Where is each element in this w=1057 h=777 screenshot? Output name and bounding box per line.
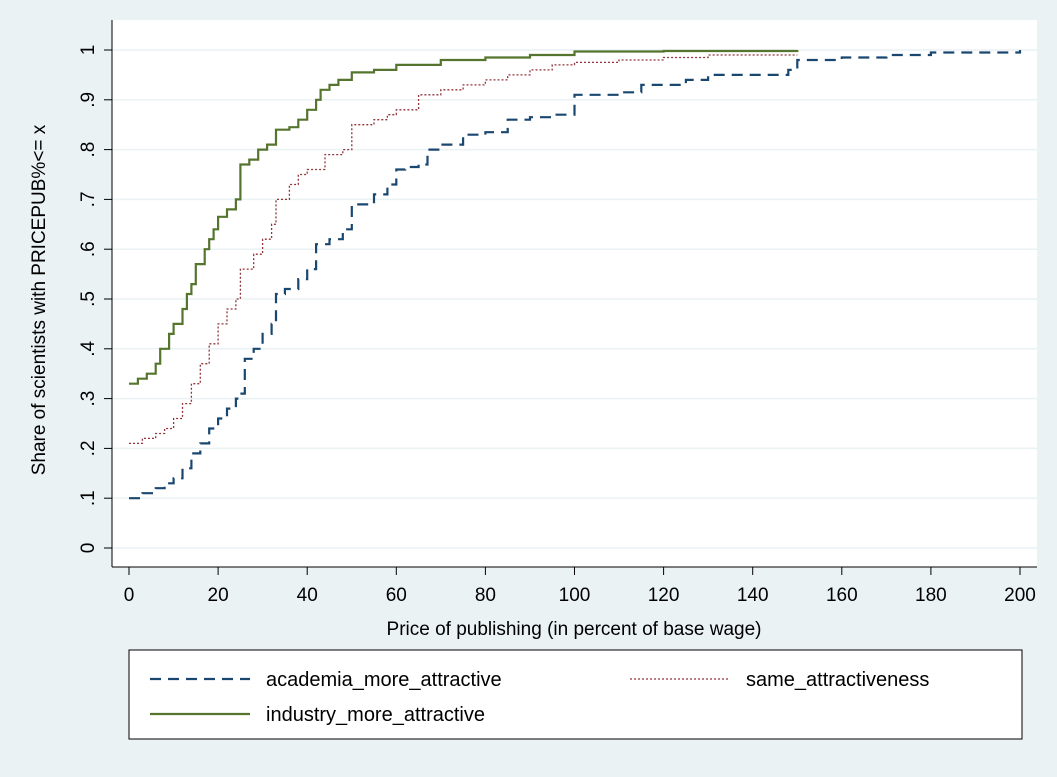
y-tick-label: .2: [78, 440, 99, 456]
y-tick-label: .8: [78, 142, 99, 158]
axes: 0 .1 .2 .3 .4 .5 .6 .7 .8 .9 1 0 20 40 60 80 100 120 140 16…: [78, 20, 1037, 606]
y-tick-label: .4: [78, 340, 99, 356]
legend: academia_more_attractive same_attractive…: [128, 649, 1023, 740]
y-tick-label: .7: [78, 191, 99, 207]
legend-box: [128, 649, 1023, 740]
y-tick-label: .6: [78, 241, 99, 257]
x-tick-label: 0: [124, 585, 135, 606]
x-tick-label: 160: [826, 585, 858, 606]
x-tick-label: 40: [297, 585, 318, 606]
x-tick-label: 100: [559, 585, 591, 606]
x-tick-label: 80: [475, 585, 496, 606]
y-tick-label: 0: [78, 543, 99, 554]
series-lines: [129, 49, 1022, 500]
y-axis-label: Share of scientists with PRICEPUB%<= x: [29, 124, 50, 475]
legend-label-industry: industry_more_attractive: [266, 704, 485, 726]
y-tick-label: .1: [78, 490, 99, 506]
series-line-academia_more_attractive: [129, 50, 1022, 500]
legend-label-same: same_attractiveness: [746, 669, 929, 691]
x-tick-label: 180: [915, 585, 947, 606]
x-axis-label: Price of publishing (in percent of base …: [387, 619, 762, 640]
legend-label-academia: academia_more_attractive: [266, 669, 502, 691]
x-tick-label: 60: [386, 585, 407, 606]
series-line-same_attractiveness: [129, 54, 798, 445]
x-tick-label: 20: [208, 585, 229, 606]
y-tick-label: 1: [78, 45, 99, 56]
x-tick-label: 200: [1004, 585, 1036, 606]
series-line-industry_more_attractive: [129, 49, 799, 385]
x-tick-label: 140: [737, 585, 769, 606]
y-tick-label: .5: [78, 291, 99, 307]
y-tick-label: .3: [78, 391, 99, 407]
grid-lines: [112, 49, 1037, 549]
plot-region-background: [112, 20, 1037, 567]
x-tick-label: 120: [648, 585, 680, 606]
y-tick-label: .9: [78, 92, 99, 108]
